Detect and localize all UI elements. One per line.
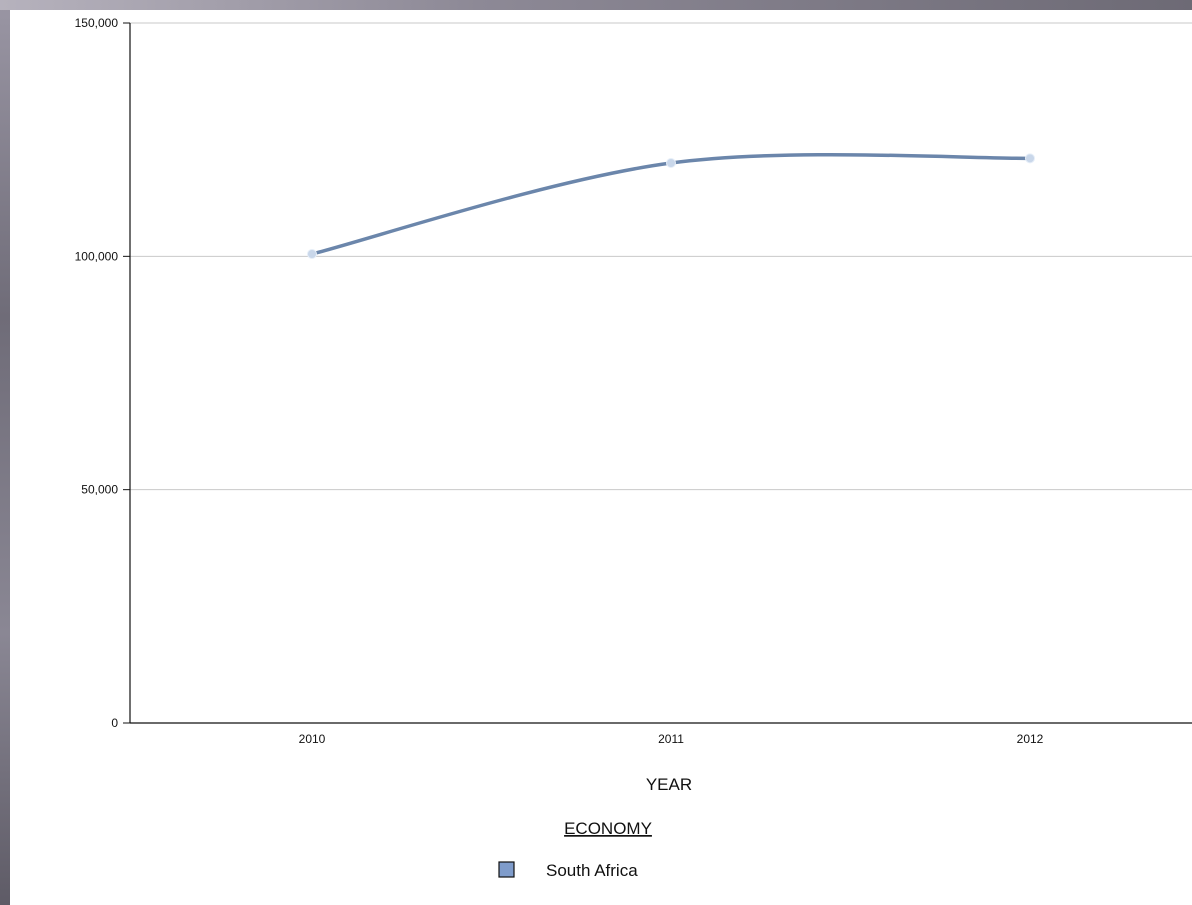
series-line: [310, 152, 1032, 256]
x-axis-title: YEAR: [646, 775, 692, 794]
data-point[interactable]: [307, 249, 317, 259]
gridlines: [130, 22, 1192, 491]
window-top-strip: [0, 0, 1192, 10]
x-tick-label: 2010: [299, 732, 326, 746]
data-point[interactable]: [666, 158, 676, 168]
series: [307, 152, 1035, 259]
legend-item[interactable]: South Africa: [498, 861, 638, 880]
x-tick-label: 2012: [1017, 732, 1044, 746]
legend-title: ECONOMY: [564, 819, 652, 838]
y-tick-label: 0: [111, 716, 118, 730]
axes: 0 50,000 100,000 150,000 2010 2011 2012: [75, 16, 1192, 746]
x-tick-label: 2011: [658, 732, 684, 746]
legend-swatch: [498, 861, 515, 878]
data-point[interactable]: [1025, 153, 1035, 164]
y-tick-label: 100,000: [75, 249, 119, 263]
y-tick-label: 150,000: [75, 16, 119, 30]
legend-label: South Africa: [546, 861, 638, 880]
y-tick-label: 50,000: [81, 483, 118, 497]
